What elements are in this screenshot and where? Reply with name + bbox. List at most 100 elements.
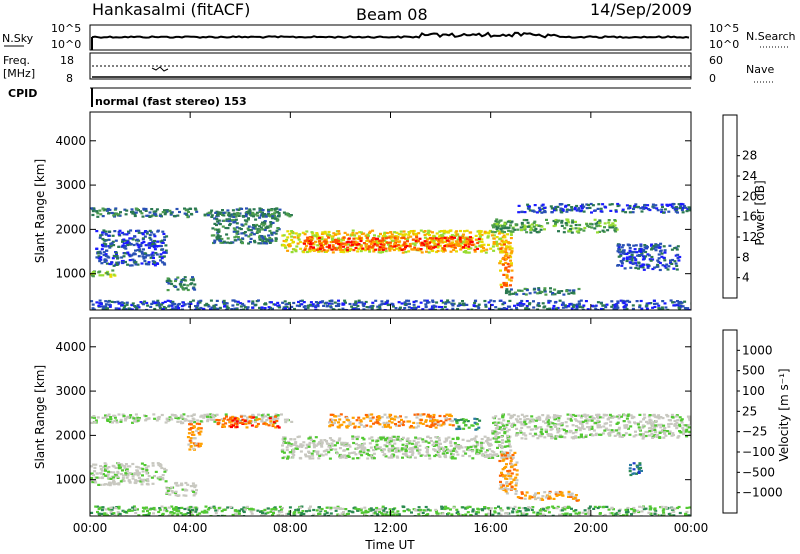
data-cell-0-3 [193,288,197,291]
data-cell-0-12 [403,307,407,310]
data-cell-1-0 [157,415,161,419]
data-cell-0-2 [165,235,169,238]
data-cell-0-12 [647,302,651,305]
data-cell-0-5 [478,244,482,247]
data-cell-0-4 [254,213,258,216]
data-cell-0-7 [601,229,605,232]
data-cell-1-1 [126,474,130,477]
data-cell-0-9 [551,292,555,295]
data-cell-0-12 [318,301,322,304]
data-cell-1-2 [179,484,183,487]
data-cell-1-8 [630,416,634,420]
data-cell-1-4 [274,426,278,429]
data-cell-1-6 [425,424,429,427]
data-cell-0-5 [287,243,290,246]
data-cell-1-1 [115,474,118,477]
data-cell-1-6 [345,416,349,419]
data-cell-0-11 [632,256,636,259]
data-cell-0-2 [108,230,112,233]
data-cell-0-6 [414,239,418,243]
data-cell-0-9 [562,293,566,296]
data-cell-1-6 [370,417,374,420]
data-cell-0-12 [676,300,679,303]
data-cell-0-10 [666,204,670,207]
data-cell-1-5 [384,437,388,441]
data-cell-1-8 [557,417,561,420]
data-cell-0-6 [458,236,462,239]
data-cell-0-6 [403,241,407,244]
data-cell-0-11 [630,251,634,254]
data-cell-1-3 [196,444,199,447]
data-cell-1-5 [381,450,385,453]
data-cell-1-0 [260,414,264,417]
data-cell-1-8 [615,422,619,425]
data-cell-0-12 [564,306,568,309]
data-cell-1-8 [496,432,499,435]
data-cell-0-12 [376,305,380,308]
data-cell-0-4 [260,223,264,226]
data-cell-0-6 [342,245,346,248]
data-cell-1-0 [179,420,183,423]
data-cell-0-6 [453,246,457,249]
data-cell-1-8 [604,428,608,431]
data-cell-0-5 [379,232,382,235]
data-cell-0-7 [614,230,618,233]
data-cell-0-12 [501,303,505,306]
data-cell-0-2 [162,232,166,236]
data-cell-1-1 [109,471,113,474]
data-cell-0-12 [516,303,520,307]
data-cell-0-12 [136,304,140,307]
data-cell-0-5 [448,242,452,245]
data-cell-0-10 [660,210,664,214]
data-cell-0-12 [424,303,428,306]
data-cell-0-7 [590,226,594,229]
data-cell-1-5 [336,452,339,455]
data-cell-1-5 [330,444,334,447]
data-cell-0-5 [437,241,441,244]
data-cell-1-6 [444,417,448,420]
data-cell-0-0 [99,213,103,216]
data-cell-1-8 [546,420,550,424]
data-cell-1-5 [390,446,394,449]
data-cell-0-5 [298,240,302,244]
data-cell-0-6 [447,237,451,240]
data-cell-1-1 [140,462,144,465]
data-cell-0-5 [467,247,471,250]
data-cell-0-4 [247,242,251,245]
data-cell-0-10 [621,210,625,213]
data-cell-1-8 [584,434,588,437]
data-cell-1-5 [411,452,415,455]
data-cell-0-4 [232,212,236,215]
data-cell-0-5 [390,235,394,238]
data-cell-0-6 [374,248,378,251]
data-cell-0-10 [614,209,618,212]
data-cell-1-4 [269,420,273,423]
data-cell-1-2 [192,494,196,497]
data-cell-1-6 [389,417,393,420]
data-cell-0-2 [127,230,130,233]
data-cell-0-5 [460,242,464,245]
data-cell-0-10 [564,204,568,207]
data-cell-0-12 [134,305,138,308]
data-cell-0-12 [686,307,690,310]
data-cell-1-9 [498,474,502,477]
data-cell-0-6 [381,237,385,240]
data-cell-0-5 [368,230,372,233]
data-cell-0-6 [367,246,371,249]
data-cell-0-12 [127,307,131,310]
data-cell-1-1 [151,482,155,485]
data-cell-0-12 [130,308,134,310]
data-cell-1-6 [393,415,397,418]
data-cell-0-12 [201,307,205,310]
data-cell-0-12 [472,304,476,307]
data-cell-1-9 [509,475,513,478]
data-cell-1-8 [631,415,635,418]
nsearch-tick-top: 10^5 [709,22,739,35]
data-cell-1-3 [196,442,200,445]
data-cell-1-5 [412,446,416,449]
data-cell-0-12 [350,305,354,308]
data-cell-1-8 [571,432,575,435]
data-cell-0-11 [671,258,675,262]
data-cell-1-5 [438,439,441,442]
data-cell-0-2 [100,248,104,251]
